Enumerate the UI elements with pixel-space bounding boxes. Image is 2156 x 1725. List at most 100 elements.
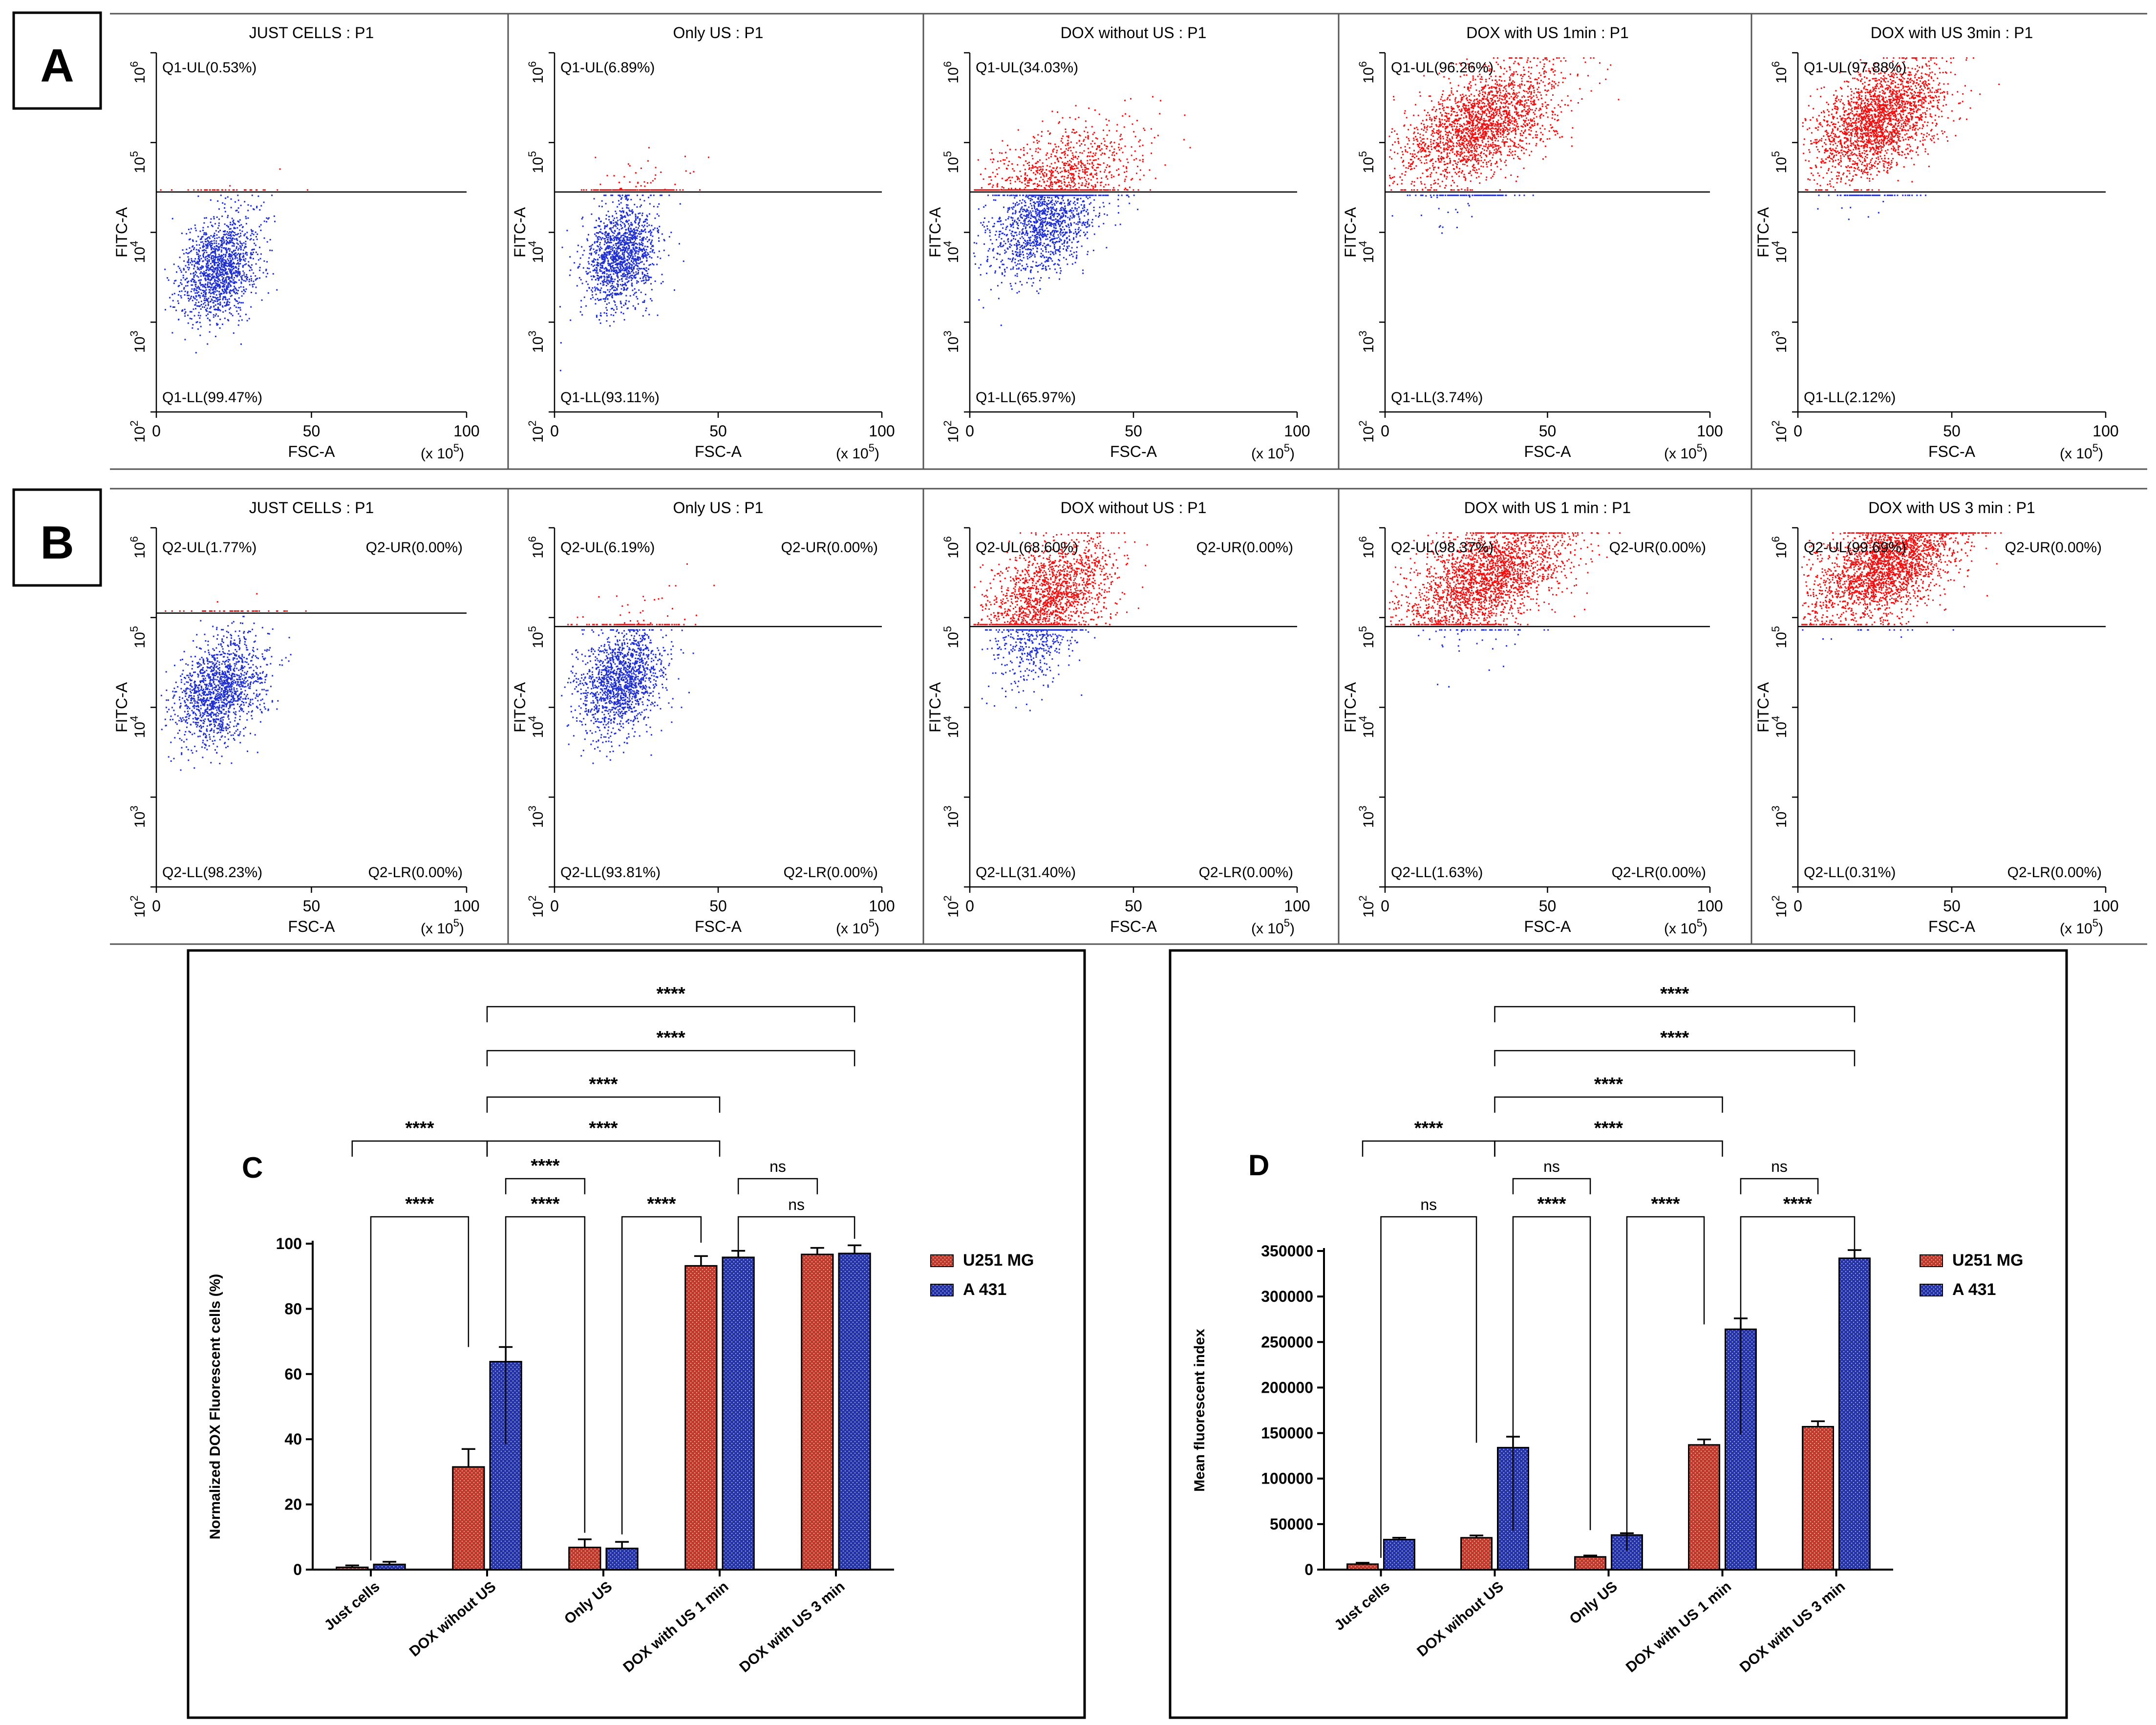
y-tick-label: 350000 (1261, 1242, 1313, 1260)
x-multiplier-part: (x 10 (836, 446, 869, 462)
y-tick-label: 104 (941, 716, 961, 738)
x-tick-label: 50 (1943, 422, 1961, 440)
y-tick-base: 10 (530, 632, 546, 648)
y-tick-label: 106 (1357, 61, 1377, 84)
quadrant-ul-label: Q2-UL(68.60%) (976, 539, 1078, 556)
x-axis-label: FSC-A (288, 443, 336, 460)
y-tick-label: 0 (1304, 1561, 1313, 1578)
significance-label: **** (531, 1156, 559, 1176)
quadrant-ul-label: Q1-UL(97.88%) (1804, 60, 1906, 76)
y-tick-base: 10 (132, 901, 148, 917)
x-tick-label: 0 (1793, 422, 1802, 440)
x-multiplier-part: ) (459, 446, 464, 462)
y-axis-label: FITC-A (1754, 682, 1772, 733)
x-tick-label: 100 (2092, 422, 2118, 440)
y-tick-base: 10 (1361, 632, 1377, 648)
y-tick-base: 10 (945, 542, 961, 558)
y-tick-exp: 5 (128, 626, 140, 632)
x-multiplier-part: ) (2098, 921, 2103, 937)
y-tick-exp: 3 (1357, 330, 1369, 336)
y-tick-exp: 5 (1357, 151, 1369, 157)
y-axis-label: Mean fluorescent index (1192, 1329, 1208, 1492)
scatter-points-positive (1388, 532, 1621, 625)
y-tick-exp: 2 (1357, 420, 1369, 426)
bar-u251-mg (801, 1253, 834, 1571)
scatter-points-negative (973, 194, 1139, 326)
significance-bracket (505, 1178, 586, 1194)
y-axis-label: FITC-A (113, 207, 130, 258)
y-tick-base: 10 (1773, 426, 1790, 442)
x-axis-label: FSC-A (1928, 918, 1976, 935)
x-multiplier-part: 5 (1697, 442, 1703, 454)
y-tick-base: 10 (945, 901, 961, 917)
y-tick-label: 105 (941, 151, 961, 173)
quadrant-ll-label: Q1-LL(93.11%) (560, 389, 660, 406)
y-tick-exp: 6 (526, 536, 538, 542)
y-tick-label: 102 (941, 420, 961, 443)
scatter-points-negative (160, 616, 292, 771)
quadrant-ur-label: Q2-UR(0.00%) (781, 539, 878, 556)
y-tick-label: 102 (128, 420, 148, 443)
significance-bracket (370, 1216, 470, 1561)
quadrant-ll-label: Q1-LL(3.74%) (1391, 389, 1483, 406)
significance-bracket (737, 1216, 855, 1251)
quadrant-ul-label: Q2-UL(6.19%) (560, 539, 655, 556)
y-tick-exp: 4 (128, 241, 140, 247)
x-multiplier-part: (x 10 (1251, 921, 1284, 937)
y-tick-exp: 6 (1770, 61, 1782, 67)
significance-bracket (505, 1216, 586, 1533)
y-tick-exp: 2 (1357, 895, 1369, 901)
x-tick-label: 0 (152, 422, 161, 440)
y-axis-label: FITC-A (926, 207, 944, 258)
x-multiplier-part: 5 (2092, 917, 2098, 929)
x-tick-label: 0 (1381, 422, 1389, 440)
quadrant-ll-label: Q2-LL(98.23%) (162, 864, 262, 881)
y-tick-exp: 6 (1770, 536, 1782, 542)
y-tick-label: 300000 (1261, 1288, 1313, 1305)
y-tick-base: 10 (1361, 542, 1377, 558)
y-tick-exp: 4 (1357, 716, 1369, 722)
x-tick-label: 50 (303, 422, 320, 440)
x-tick-label: 100 (869, 897, 895, 915)
x-tick-label: 50 (1539, 897, 1557, 915)
y-tick-exp: 6 (128, 61, 140, 67)
y-tick-base: 10 (1773, 337, 1790, 353)
significance-label: ns (1420, 1196, 1437, 1213)
y-tick-exp: 4 (1770, 241, 1782, 247)
x-multiplier: (x 105) (2060, 917, 2103, 937)
y-tick-exp: 4 (128, 716, 140, 722)
significance-label: **** (647, 1194, 676, 1214)
x-tick-label: 50 (303, 897, 320, 915)
significance-bracket (486, 1140, 721, 1157)
y-tick-label: 102 (1357, 420, 1377, 443)
y-tick-exp: 3 (1357, 805, 1369, 811)
quadrant-ll-label: Q1-LL(2.12%) (1804, 389, 1896, 406)
x-multiplier-part: ) (875, 921, 879, 937)
bar-u251-mg (1574, 1556, 1607, 1571)
y-tick-exp: 3 (526, 805, 538, 811)
y-axis-label: FITC-A (511, 207, 529, 258)
significance-label: **** (589, 1074, 618, 1095)
bar-u251-mg (336, 1566, 369, 1571)
scatter-points-positive (160, 168, 308, 191)
plot-title: DOX with US 1min : P1 (1466, 24, 1629, 42)
y-tick-exp: 4 (526, 716, 538, 722)
y-tick-label: 103 (128, 330, 148, 353)
significance-bracket (1740, 1216, 1856, 1435)
scatter-points-positive (580, 147, 709, 191)
x-multiplier-part: 5 (453, 442, 459, 454)
y-tick-exp: 6 (128, 536, 140, 542)
legend-label: A 431 (1952, 1280, 1996, 1299)
y-tick-exp: 5 (1770, 626, 1782, 632)
y-tick-base: 10 (945, 157, 961, 173)
x-multiplier-part: 5 (869, 917, 875, 929)
y-tick-base: 10 (1773, 542, 1790, 558)
x-multiplier-part: 5 (869, 442, 875, 454)
y-tick-base: 10 (530, 901, 546, 917)
x-tick-label: DOX with US 3 min (1737, 1578, 1848, 1676)
x-multiplier: (x 105) (1664, 442, 1708, 462)
quadrant-lr-label: Q2-LR(0.00%) (368, 864, 463, 881)
y-tick-label: 102 (941, 895, 961, 918)
x-tick-label: Only US (1566, 1578, 1621, 1627)
